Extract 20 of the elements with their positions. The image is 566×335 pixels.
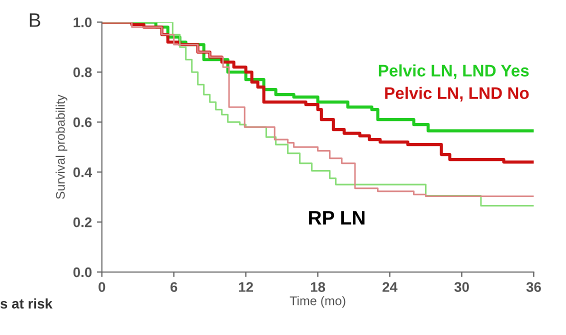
y-tick-label: 0.4 xyxy=(73,167,92,178)
annotation: RP LN xyxy=(309,211,364,224)
x-tick-label: 12 xyxy=(238,282,253,292)
x-tick-label: 0 xyxy=(98,282,106,292)
series-label: Pelvic LN, LND Yes xyxy=(378,64,529,79)
x-axis-title: Time (mo) xyxy=(290,296,346,308)
y-tick-label: 0.2 xyxy=(73,217,92,228)
y-tick-label: 0.0 xyxy=(73,267,92,278)
x-tick-label: 18 xyxy=(310,282,326,292)
x-tick-label: 30 xyxy=(454,282,469,292)
text: s at risk xyxy=(0,298,53,309)
y-tick-label: 1.0 xyxy=(74,17,92,28)
y-tick-label: 0.6 xyxy=(73,117,92,128)
text: Pelvic LN, LND No xyxy=(385,86,529,102)
text: B xyxy=(30,13,40,27)
x-tick-label: 36 xyxy=(526,282,541,292)
x-tick-label: 24 xyxy=(382,282,398,292)
y-tick-label: 0.8 xyxy=(73,67,92,78)
y-axis-title: Survival probability xyxy=(56,94,68,199)
x-tick-label: 6 xyxy=(170,282,178,292)
